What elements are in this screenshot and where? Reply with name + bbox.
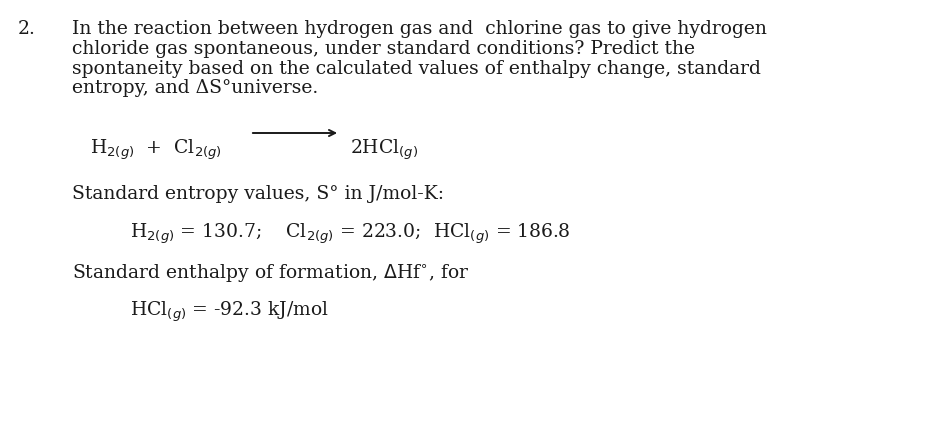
Text: 2.: 2. [18, 20, 36, 38]
Text: 2HCl$_{(g)}$: 2HCl$_{(g)}$ [349, 138, 418, 163]
Text: H$_{2(g)}$  +  Cl$_{2(g)}$: H$_{2(g)}$ + Cl$_{2(g)}$ [90, 138, 222, 163]
Text: spontaneity based on the calculated values of enthalpy change, standard: spontaneity based on the calculated valu… [72, 59, 760, 77]
Text: In the reaction between hydrogen gas and  chlorine gas to give hydrogen: In the reaction between hydrogen gas and… [72, 21, 767, 38]
Text: entropy, and ΔS°universe.: entropy, and ΔS°universe. [72, 79, 318, 97]
Text: chloride gas spontaneous, under standard conditions? Predict the: chloride gas spontaneous, under standard… [72, 40, 694, 58]
Text: Standard enthalpy of formation, $\Delta$Hf$^{\circ}$, for: Standard enthalpy of formation, $\Delta$… [72, 262, 469, 284]
Text: HCl$_{(g)}$ = -92.3 kJ/mol: HCl$_{(g)}$ = -92.3 kJ/mol [130, 300, 329, 325]
Text: Standard entropy values, S° in J/mol-K:: Standard entropy values, S° in J/mol-K: [72, 185, 444, 203]
Text: H$_{2(g)}$ = 130.7;    Cl$_{2(g)}$ = 223.0;  HCl$_{(g)}$ = 186.8: H$_{2(g)}$ = 130.7; Cl$_{2(g)}$ = 223.0;… [130, 222, 570, 246]
